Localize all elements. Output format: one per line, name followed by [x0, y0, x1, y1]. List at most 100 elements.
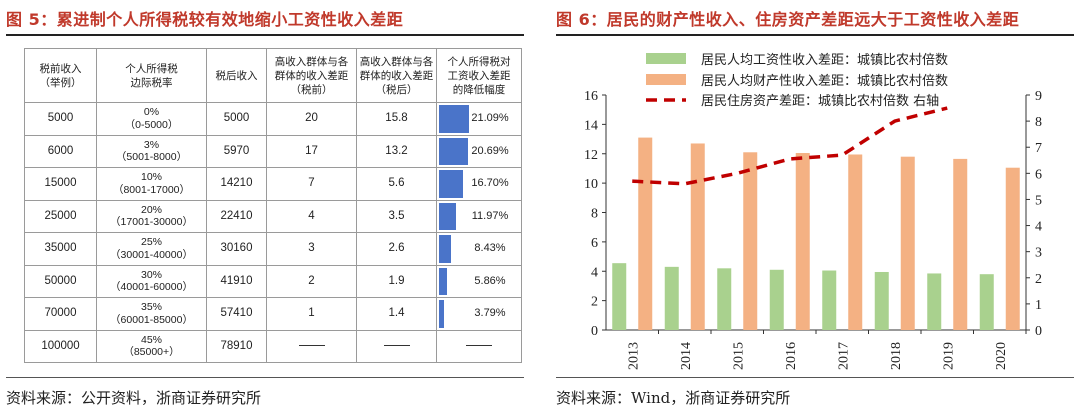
x-tick-label: 2018 — [889, 342, 904, 370]
gap-pretax: 2 — [267, 265, 357, 298]
legend-label-property: 居民人均财产性收入差距：城镇比农村倍数 — [701, 74, 948, 89]
header-tax-rate: 个人所得税 边际税率 — [97, 49, 207, 103]
reduction-value: 5.86% — [452, 275, 505, 287]
header-gap-posttax: 高收入群体与各 群体的收入差距 （税后） — [357, 49, 437, 103]
property-gap-bar — [848, 154, 862, 330]
posttax-income: 22410 — [207, 200, 267, 233]
tax-rate-percent: 0% — [99, 106, 204, 119]
figure-5-title: 图 5：累进制个人所得税较有效地缩小工资性收入差距 — [6, 6, 403, 30]
reduction-cell: 16.70% — [437, 168, 522, 201]
reduction-value: 21.09% — [449, 112, 508, 124]
tax-rate: 10% （8001-17000） — [97, 168, 207, 201]
gap-posttax: 5.6 — [357, 168, 437, 201]
header-posttax: 税后收入 — [207, 49, 267, 103]
x-tick-label: 2015 — [731, 342, 746, 370]
pretax-income: 70000 — [25, 298, 97, 331]
wage-gap-bar — [612, 263, 626, 330]
reduction-value: 11.97% — [450, 210, 509, 222]
reduction-value: 16.70% — [449, 177, 508, 189]
property-gap-bar — [953, 159, 967, 330]
figure-6-title: 图 6：居民的财产性收入、住房资产差距远大于工资性收入差距 — [556, 6, 1019, 30]
reduction-cell: 3.79% — [437, 298, 522, 331]
x-tick-label: 2014 — [679, 342, 694, 370]
x-tick-label: 2019 — [941, 342, 956, 370]
right-tick-label: 9 — [1035, 89, 1042, 104]
wage-gap-bar — [875, 272, 889, 330]
gap-pretax: 3 — [267, 233, 357, 266]
gap-pretax: 4 — [267, 200, 357, 233]
table-header-row: 税前收入 （举例） 个人所得税 边际税率 税后收入 高收入群体与各 群体的收入差距 （税… — [25, 49, 522, 103]
tax-rate-percent: 20% — [99, 204, 204, 217]
gap-posttax: 3.5 — [357, 200, 437, 233]
table-row: 25000 20% （17001-30000） 22410 4 3.5 11.97% — [25, 200, 522, 233]
right-tick-label: 3 — [1035, 246, 1042, 261]
legend-label-wage: 居民人均工资性收入差距：城镇比农村倍数 — [701, 53, 948, 68]
tax-rate: 35% （60001-85000） — [97, 298, 207, 331]
property-gap-bar — [638, 138, 652, 330]
pretax-income: 5000 — [25, 103, 97, 136]
header-pretax: 税前收入 （举例） — [25, 49, 97, 103]
reduction-cell: 21.09% — [437, 103, 522, 136]
pretax-income: 35000 — [25, 233, 97, 266]
gap-posttax: 13.2 — [357, 135, 437, 168]
tax-rate-percent: 10% — [99, 171, 204, 184]
reduction-bar — [439, 235, 451, 263]
table-row: 15000 10% （8001-17000） 14210 7 5.6 16.70% — [25, 168, 522, 201]
tax-bracket: （85000+） — [99, 346, 204, 359]
x-tick-label: 2016 — [784, 342, 799, 370]
table-row: 100000 45% （85000+） 78910 — [25, 330, 522, 363]
left-tick-label: 16 — [584, 89, 598, 104]
right-tick-label: 1 — [1035, 298, 1042, 313]
x-tick-label: 2017 — [836, 342, 851, 370]
reduction-bar — [439, 300, 444, 328]
wage-gap-bar — [770, 270, 784, 330]
tax-rate-percent: 25% — [99, 236, 204, 249]
right-tick-label: 6 — [1035, 167, 1042, 182]
reduction-bar — [439, 268, 447, 296]
property-gap-bar — [1006, 168, 1020, 330]
right-tick-label: 2 — [1035, 272, 1042, 287]
gap-pretax: 20 — [267, 103, 357, 136]
right-tick-label: 7 — [1035, 141, 1042, 156]
tax-rate: 0% （0-5000） — [97, 103, 207, 136]
posttax-income: 5970 — [207, 135, 267, 168]
gap-posttax: 1.4 — [357, 298, 437, 331]
housing-gap-line — [632, 108, 947, 184]
x-tick-label: 2013 — [626, 342, 641, 370]
wage-gap-bar — [665, 267, 679, 330]
tax-bracket: （5001-8000） — [99, 151, 204, 164]
posttax-income: 57410 — [207, 298, 267, 331]
right-tick-label: 5 — [1035, 193, 1042, 208]
property-gap-bar — [691, 143, 705, 330]
reduction-cell: 8.43% — [437, 233, 522, 266]
gap-posttax: 15.8 — [357, 103, 437, 136]
legend-swatch-property — [646, 74, 686, 85]
reduction-cell: 5.86% — [437, 265, 522, 298]
wage-gap-bar — [717, 268, 731, 330]
table-row: 35000 25% （30001-40000） 30160 3 2.6 8.43% — [25, 233, 522, 266]
posttax-income: 78910 — [207, 330, 267, 363]
gap-posttax — [357, 330, 437, 363]
pretax-income: 50000 — [25, 265, 97, 298]
pretax-income: 6000 — [25, 135, 97, 168]
posttax-income: 14210 — [207, 168, 267, 201]
reduction-value: 20.69% — [449, 145, 508, 157]
header-reduction: 个人所得税对 工资收入差距 的降低幅度 — [437, 49, 522, 103]
left-tick-label: 8 — [591, 207, 598, 222]
figure-6-source: 资料来源：Wind，浙商证券研究所 — [556, 387, 790, 408]
tax-bracket: （17001-30000） — [99, 216, 204, 229]
legend-swatch-wage — [646, 53, 686, 64]
figure-6-source-rule — [556, 377, 1074, 378]
wage-gap-bar — [927, 273, 941, 330]
pretax-income: 25000 — [25, 200, 97, 233]
property-gap-bar — [796, 153, 810, 330]
figure-5-source: 资料来源：公开资料，浙商证券研究所 — [6, 387, 261, 408]
tax-rate: 3% （5001-8000） — [97, 135, 207, 168]
right-tick-label: 0 — [1035, 324, 1042, 339]
tax-rate: 45% （85000+） — [97, 330, 207, 363]
tax-rate-percent: 3% — [99, 139, 204, 152]
tax-bracket: （40001-60000） — [99, 281, 204, 294]
legend-label-housing: 居民住房资产差距：城镇比农村倍数 右轴 — [701, 93, 939, 109]
gap-posttax: 2.6 — [357, 233, 437, 266]
pretax-income: 15000 — [25, 168, 97, 201]
